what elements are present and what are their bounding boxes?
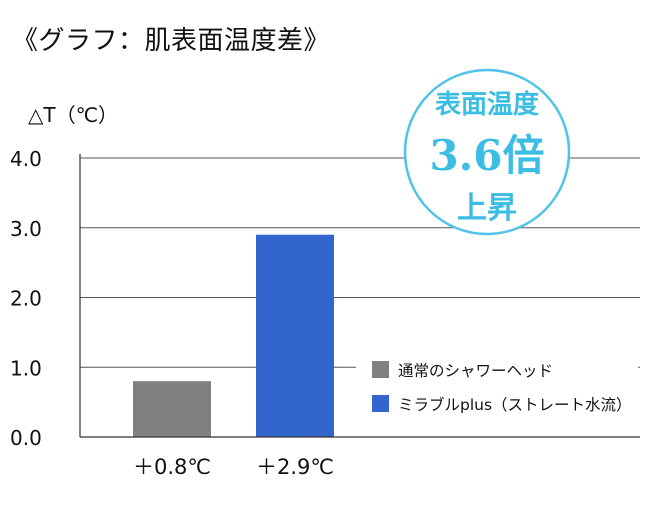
- callout-line-1: 表面温度: [435, 89, 539, 120]
- bars: [133, 234, 334, 437]
- legend-swatch-2: [372, 395, 389, 412]
- y-tick-label: 4.0: [10, 147, 42, 171]
- bar-value-label: ＋2.9℃: [256, 455, 334, 479]
- legend-swatch-1: [372, 361, 389, 378]
- labels: △T（℃） 0.0 1.0 2.0 3.0 4.0 ＋0.8℃ ＋2.9℃: [10, 103, 334, 479]
- bar-1: [133, 381, 211, 437]
- axes: [79, 154, 640, 438]
- legend-label-1: 通常のシャワーヘッド: [398, 362, 553, 380]
- y-tick-label: 3.0: [10, 217, 42, 241]
- y-tick-label: 0.0: [10, 426, 42, 450]
- legend-label-2: ミラブルplus（ストレート水流）: [398, 395, 632, 414]
- y-tick-label: 2.0: [10, 287, 42, 311]
- bar-value-label: ＋0.8℃: [133, 455, 211, 479]
- callout-circle: [403, 68, 571, 236]
- page-title: 《グラフ：肌表面温度差》: [12, 26, 331, 56]
- legend-background: [356, 352, 638, 422]
- y-tick-label: 1.0: [10, 356, 42, 380]
- bar-2: [256, 234, 334, 437]
- callout-line-2: 3.6倍: [429, 131, 544, 180]
- callout-line-3: 上昇: [457, 191, 517, 226]
- y-axis-label: △T（℃）: [28, 103, 118, 127]
